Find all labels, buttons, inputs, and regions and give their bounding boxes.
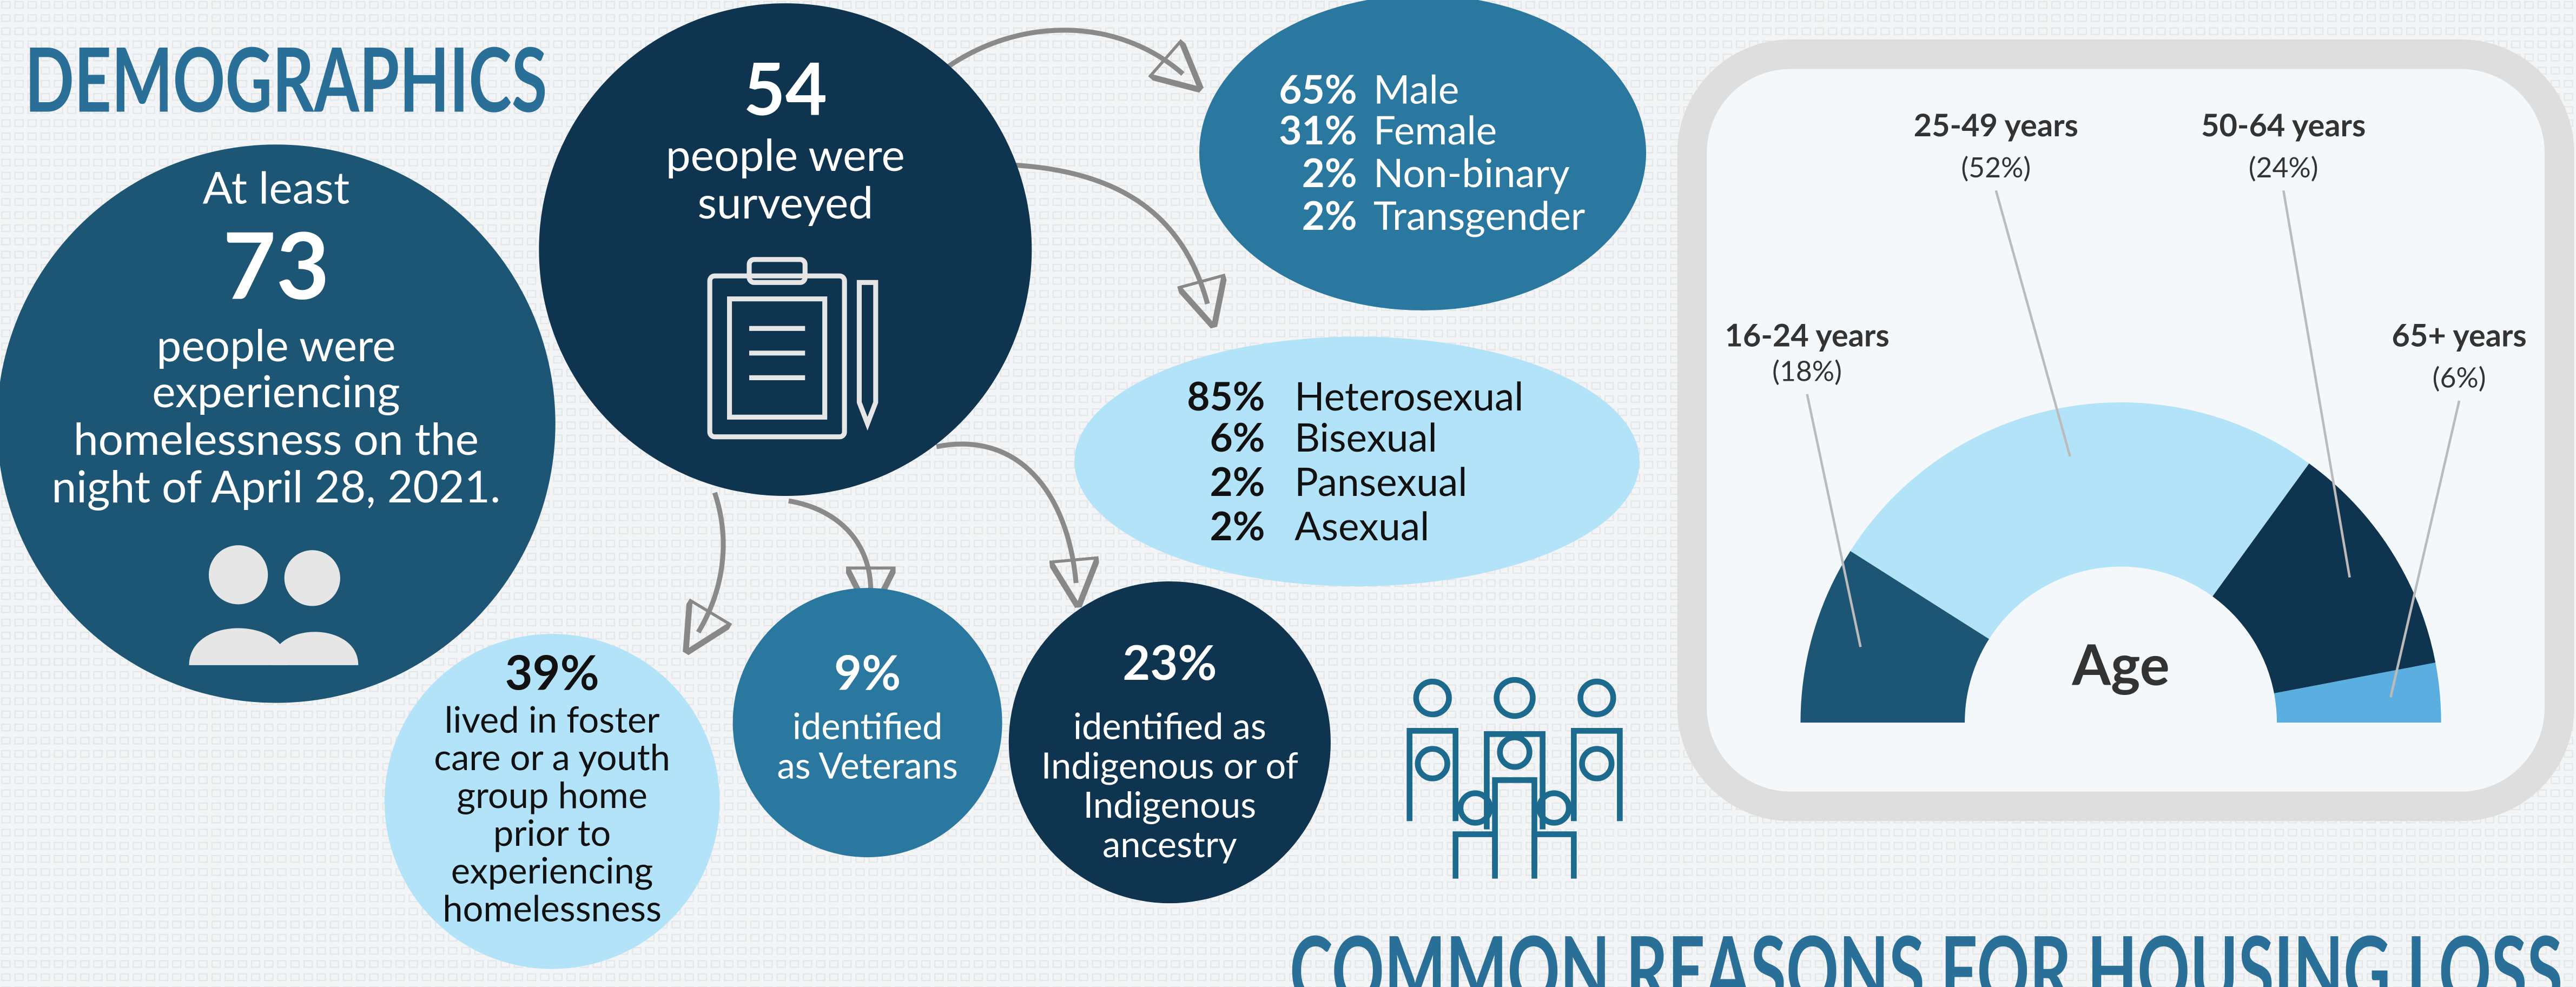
stat-label: Male xyxy=(1373,64,1459,112)
leader-line xyxy=(2282,190,2351,578)
arrow xyxy=(788,498,871,591)
text-line: At least xyxy=(203,161,350,214)
age-value-label: (6%) xyxy=(2433,360,2486,394)
text-line: 9% xyxy=(834,642,901,700)
age-segment xyxy=(1850,402,2309,639)
text-line: experiencing xyxy=(152,364,400,417)
leader-line xyxy=(1994,190,2071,457)
stat-value: 85% xyxy=(1187,372,1265,419)
gender-ellipse xyxy=(1199,0,1646,310)
text-line: identified xyxy=(792,704,943,747)
group-icon xyxy=(1406,677,1623,879)
leader-line xyxy=(2389,400,2461,698)
leader-line xyxy=(1806,394,1862,647)
stat-value: 2% xyxy=(1302,148,1357,196)
arrow xyxy=(698,492,723,632)
surveyed-circle xyxy=(539,3,1032,496)
title: DEMOGRAPHICS xyxy=(25,24,547,130)
text-line: as Veterans xyxy=(777,743,957,786)
clipboard-icon xyxy=(707,257,879,440)
stat-label: Pansexual xyxy=(1294,457,1467,505)
text-line: prior to xyxy=(493,811,611,854)
age-segment xyxy=(1800,551,1989,723)
text-line: Indigenous xyxy=(1084,783,1257,826)
text-line: 73 xyxy=(223,209,329,319)
stat-label: Bisexual xyxy=(1294,413,1437,460)
age-value-label: (24%) xyxy=(2249,150,2319,183)
veterans-circle xyxy=(732,588,1002,858)
text-line: identified as xyxy=(1073,704,1266,747)
foster-circle xyxy=(384,634,720,969)
text-line: 39% xyxy=(505,642,599,700)
text-line: experiencing xyxy=(451,849,653,892)
text-line: Indigenous or of xyxy=(1041,743,1298,786)
people-icon xyxy=(189,545,359,665)
age-value-label: (18%) xyxy=(1772,353,1842,387)
orientation-ellipse xyxy=(1074,336,1640,587)
section-title: COMMON REASONS FOR HOUSING LOSS xyxy=(1290,911,2562,987)
age-segment xyxy=(2212,463,2436,694)
stat-value: 31% xyxy=(1279,105,1357,153)
text-line: people were xyxy=(666,128,905,181)
stat-value: 2% xyxy=(1210,501,1265,549)
text-line: people were xyxy=(156,318,395,371)
arrows xyxy=(698,28,1207,632)
indigenous-circle xyxy=(1008,581,1331,904)
stat-value: 6% xyxy=(1210,413,1265,460)
age-segment xyxy=(2274,663,2441,723)
stat-label: Non-binary xyxy=(1373,148,1570,196)
arrow xyxy=(936,441,1076,583)
age-category: 25-49 years xyxy=(1914,106,2078,143)
homeless-circle xyxy=(0,144,556,703)
text-line: 23% xyxy=(1122,633,1217,690)
age-category: 16-24 years xyxy=(1725,316,1889,354)
stat-label: Heterosexual xyxy=(1294,372,1523,419)
stat-value: 2% xyxy=(1210,457,1265,505)
text-line: homelessness on the xyxy=(74,412,479,465)
text-line: care or a youth xyxy=(434,735,670,778)
stat-label: Female xyxy=(1373,105,1497,153)
text-line: surveyed xyxy=(697,175,873,228)
stat-value: 65% xyxy=(1279,64,1357,112)
text-line: homelessness xyxy=(442,886,662,930)
text-line: 54 xyxy=(743,44,827,131)
age-value-label: (52%) xyxy=(1961,150,2031,183)
stat-label: Asexual xyxy=(1294,501,1429,549)
text-line: lived in foster xyxy=(445,697,660,740)
arrow xyxy=(986,162,1207,304)
age-chart-title: Age xyxy=(2071,630,2169,697)
text-line: ancestry xyxy=(1102,822,1237,865)
age-chart: 16-24 years(18%) 25-49 years (52%) 50-64 ye… xyxy=(1725,106,2527,723)
text-line: night of April 28, 2021. xyxy=(51,459,500,512)
text-line: group home xyxy=(457,773,648,816)
stat-value: 2% xyxy=(1302,191,1357,239)
age-category: 50-64 years xyxy=(2201,106,2366,143)
age-category: 65+ years xyxy=(2392,316,2526,354)
stat-label: Transgender xyxy=(1373,191,1585,239)
arrow xyxy=(943,28,1183,74)
